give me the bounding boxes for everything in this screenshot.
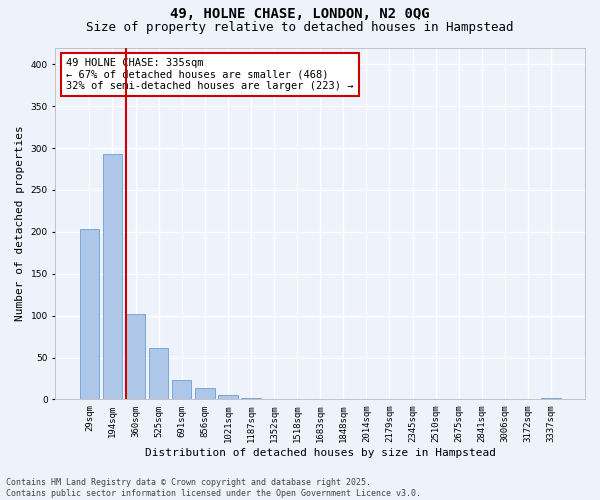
Bar: [541, 398, 561, 400]
Bar: [356, 398, 376, 400]
Bar: [241, 398, 261, 400]
Text: Contains HM Land Registry data © Crown copyright and database right 2025.
Contai: Contains HM Land Registry data © Crown c…: [6, 478, 421, 498]
Text: Size of property relative to detached houses in Hampstead: Size of property relative to detached ho…: [86, 21, 514, 34]
X-axis label: Distribution of detached houses by size in Hampstead: Distribution of detached houses by size …: [145, 448, 496, 458]
Bar: [103, 154, 122, 400]
Text: 49, HOLNE CHASE, LONDON, N2 0QG: 49, HOLNE CHASE, LONDON, N2 0QG: [170, 8, 430, 22]
Y-axis label: Number of detached properties: Number of detached properties: [15, 126, 25, 322]
Text: 49 HOLNE CHASE: 335sqm
← 67% of detached houses are smaller (468)
32% of semi-de: 49 HOLNE CHASE: 335sqm ← 67% of detached…: [66, 58, 353, 92]
Bar: [172, 380, 191, 400]
Bar: [125, 314, 145, 400]
Bar: [218, 396, 238, 400]
Bar: [195, 388, 215, 400]
Bar: [80, 228, 99, 400]
Bar: [287, 398, 307, 400]
Bar: [149, 348, 169, 400]
